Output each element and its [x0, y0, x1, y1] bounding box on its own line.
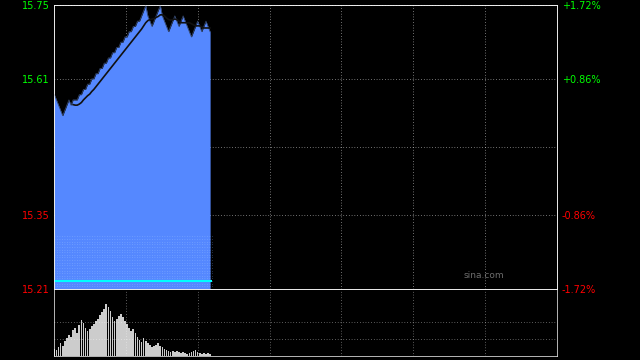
Bar — [112, 318, 113, 356]
Bar — [134, 333, 136, 356]
Bar — [157, 343, 159, 356]
Bar — [180, 353, 182, 356]
Bar — [161, 347, 163, 356]
Bar — [184, 353, 186, 356]
Bar — [131, 332, 132, 356]
Bar — [108, 307, 109, 356]
Bar — [147, 343, 148, 356]
Bar — [176, 351, 178, 356]
Bar — [205, 354, 207, 356]
Bar — [195, 350, 196, 356]
Bar — [182, 352, 184, 356]
Bar — [79, 325, 80, 356]
Bar — [97, 319, 99, 356]
Bar — [116, 319, 118, 356]
Bar — [89, 329, 90, 356]
Bar — [104, 309, 105, 356]
Bar — [124, 321, 126, 356]
Bar — [84, 328, 86, 356]
Bar — [68, 334, 70, 356]
Bar — [81, 320, 82, 356]
Bar — [189, 353, 190, 356]
Bar — [64, 341, 66, 356]
Bar — [203, 353, 205, 356]
Bar — [132, 329, 134, 356]
Bar — [174, 352, 175, 356]
Bar — [191, 352, 192, 356]
Bar — [109, 311, 111, 356]
Bar — [153, 346, 155, 356]
Bar — [143, 338, 145, 356]
Bar — [118, 316, 120, 356]
Bar — [58, 347, 60, 356]
Bar — [207, 353, 209, 356]
Bar — [99, 315, 101, 356]
Bar — [74, 328, 76, 356]
Text: sina.com: sina.com — [464, 271, 504, 280]
Bar — [197, 352, 198, 356]
Bar — [168, 351, 170, 356]
Bar — [156, 345, 157, 356]
Bar — [126, 324, 128, 356]
Bar — [56, 350, 58, 356]
Bar — [159, 346, 161, 356]
Bar — [136, 337, 138, 356]
Bar — [91, 326, 93, 356]
Bar — [201, 354, 203, 356]
Bar — [128, 328, 130, 356]
Bar — [93, 324, 95, 356]
Bar — [164, 348, 165, 356]
Bar — [54, 348, 55, 356]
Bar — [95, 321, 97, 356]
Bar — [139, 340, 140, 356]
Bar — [149, 345, 151, 356]
Bar — [106, 305, 107, 356]
Bar — [70, 337, 72, 356]
Bar — [178, 352, 180, 356]
Bar — [170, 352, 172, 356]
Bar — [122, 318, 124, 356]
Bar — [172, 351, 173, 356]
Bar — [87, 332, 88, 356]
Bar — [60, 343, 61, 356]
Bar — [193, 351, 195, 356]
Bar — [66, 338, 68, 356]
Bar — [120, 314, 122, 356]
Bar — [151, 347, 153, 356]
Bar — [186, 354, 188, 356]
Bar — [101, 312, 103, 356]
Bar — [83, 323, 84, 356]
Bar — [145, 341, 147, 356]
Bar — [199, 353, 200, 356]
Bar — [114, 321, 115, 356]
Bar — [141, 342, 143, 356]
Bar — [166, 350, 167, 356]
Bar — [209, 354, 211, 356]
Bar — [72, 330, 74, 356]
Bar — [76, 333, 78, 356]
Bar — [62, 346, 63, 356]
